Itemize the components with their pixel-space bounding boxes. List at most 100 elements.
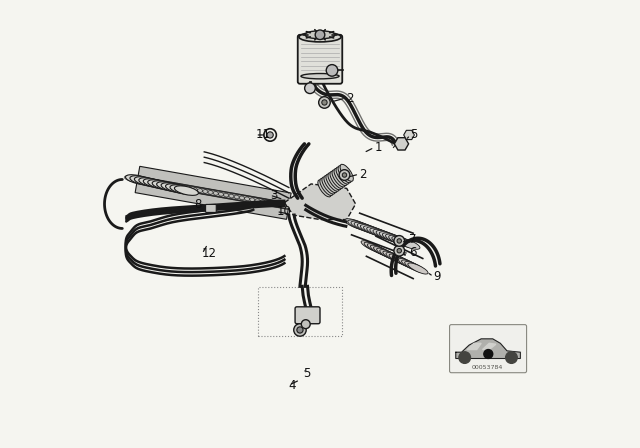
Ellipse shape xyxy=(408,263,428,274)
Ellipse shape xyxy=(152,181,176,190)
Circle shape xyxy=(326,65,338,76)
Ellipse shape xyxy=(404,262,425,272)
Ellipse shape xyxy=(380,250,400,261)
Ellipse shape xyxy=(148,180,172,190)
Ellipse shape xyxy=(305,31,335,39)
Circle shape xyxy=(342,173,347,177)
Ellipse shape xyxy=(334,168,348,185)
Ellipse shape xyxy=(301,73,339,79)
Polygon shape xyxy=(284,184,356,220)
Ellipse shape xyxy=(395,237,417,248)
Ellipse shape xyxy=(361,241,381,252)
Ellipse shape xyxy=(383,233,404,243)
Circle shape xyxy=(339,170,350,181)
Text: 3: 3 xyxy=(269,189,277,202)
Ellipse shape xyxy=(364,242,385,253)
Text: 2: 2 xyxy=(346,91,353,104)
Text: 4: 4 xyxy=(289,379,296,392)
Ellipse shape xyxy=(134,177,158,186)
Text: 12: 12 xyxy=(202,247,217,260)
Ellipse shape xyxy=(336,167,349,184)
Ellipse shape xyxy=(320,178,333,195)
Text: 2: 2 xyxy=(359,168,367,181)
Ellipse shape xyxy=(360,224,382,235)
Ellipse shape xyxy=(351,221,373,232)
Circle shape xyxy=(459,352,470,363)
Text: 5: 5 xyxy=(410,129,418,142)
Circle shape xyxy=(319,97,330,108)
Text: 8: 8 xyxy=(195,198,202,211)
Text: 10: 10 xyxy=(276,205,291,218)
Circle shape xyxy=(267,132,273,138)
Circle shape xyxy=(397,249,401,253)
Circle shape xyxy=(397,239,401,243)
Ellipse shape xyxy=(388,235,410,246)
Circle shape xyxy=(297,327,303,333)
Ellipse shape xyxy=(399,258,419,270)
Text: 00053784: 00053784 xyxy=(472,365,503,370)
Ellipse shape xyxy=(139,178,163,187)
Circle shape xyxy=(484,349,493,358)
Circle shape xyxy=(301,320,310,329)
Ellipse shape xyxy=(161,183,185,192)
Ellipse shape xyxy=(338,166,351,183)
Ellipse shape xyxy=(324,176,337,193)
FancyBboxPatch shape xyxy=(295,307,320,324)
FancyBboxPatch shape xyxy=(298,35,342,84)
Ellipse shape xyxy=(299,32,341,42)
Ellipse shape xyxy=(354,222,376,233)
FancyBboxPatch shape xyxy=(205,204,216,212)
Ellipse shape xyxy=(370,228,392,239)
Circle shape xyxy=(394,236,404,246)
Circle shape xyxy=(315,30,325,39)
Ellipse shape xyxy=(373,229,395,240)
Ellipse shape xyxy=(389,254,410,265)
Ellipse shape xyxy=(386,253,406,264)
Ellipse shape xyxy=(332,170,345,187)
Ellipse shape xyxy=(398,239,420,249)
Circle shape xyxy=(305,83,316,94)
Ellipse shape xyxy=(330,172,343,189)
Ellipse shape xyxy=(175,186,198,195)
Polygon shape xyxy=(467,343,481,349)
Ellipse shape xyxy=(374,247,394,258)
Text: 6: 6 xyxy=(409,246,417,259)
FancyBboxPatch shape xyxy=(449,325,527,373)
Ellipse shape xyxy=(385,234,408,245)
Ellipse shape xyxy=(377,248,397,259)
Text: 1: 1 xyxy=(374,141,382,154)
Ellipse shape xyxy=(340,164,353,181)
Ellipse shape xyxy=(328,173,341,190)
Polygon shape xyxy=(456,339,520,358)
Ellipse shape xyxy=(130,176,154,185)
Ellipse shape xyxy=(157,182,180,191)
Ellipse shape xyxy=(322,177,335,194)
Ellipse shape xyxy=(392,255,413,267)
Ellipse shape xyxy=(367,244,388,255)
Circle shape xyxy=(294,324,306,336)
Ellipse shape xyxy=(380,232,401,242)
Text: 5: 5 xyxy=(303,366,310,379)
Ellipse shape xyxy=(170,185,194,194)
Text: 7: 7 xyxy=(409,233,417,246)
Circle shape xyxy=(394,246,404,256)
Ellipse shape xyxy=(392,237,413,247)
Ellipse shape xyxy=(125,175,149,184)
Ellipse shape xyxy=(376,231,398,241)
Circle shape xyxy=(322,100,327,105)
Ellipse shape xyxy=(371,245,390,256)
Polygon shape xyxy=(135,166,291,220)
Polygon shape xyxy=(483,343,496,349)
Ellipse shape xyxy=(367,227,388,237)
Ellipse shape xyxy=(318,180,331,197)
Circle shape xyxy=(506,352,517,363)
Ellipse shape xyxy=(345,219,367,229)
Ellipse shape xyxy=(383,251,403,262)
Ellipse shape xyxy=(348,220,370,230)
Ellipse shape xyxy=(401,260,422,271)
Text: 11: 11 xyxy=(255,129,271,142)
Ellipse shape xyxy=(396,257,415,268)
Ellipse shape xyxy=(357,224,379,234)
Ellipse shape xyxy=(166,184,189,194)
Ellipse shape xyxy=(326,174,339,191)
